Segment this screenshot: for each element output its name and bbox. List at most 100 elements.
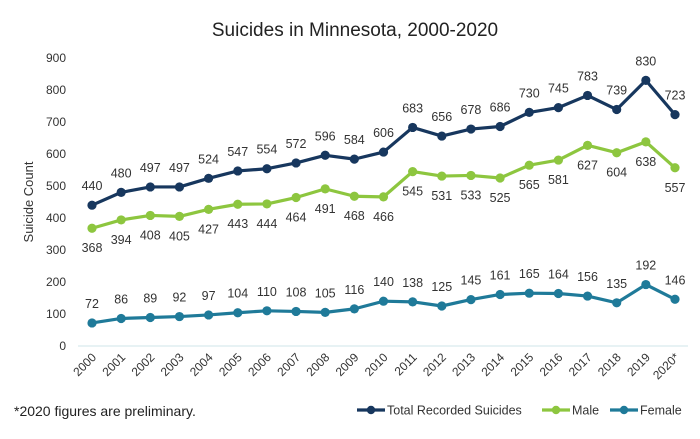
data-point: [116, 187, 126, 197]
data-point: [320, 150, 330, 160]
data-label: 192: [635, 259, 656, 273]
footnote: *2020 figures are preliminary.: [14, 403, 196, 419]
x-tick-label: 2006: [245, 350, 274, 379]
data-point: [145, 210, 155, 221]
data-label: 557: [665, 181, 686, 195]
x-tick-label: 2000: [70, 350, 99, 379]
data-label: 604: [606, 166, 627, 180]
data-point: [378, 192, 389, 202]
data-label: 408: [140, 228, 161, 242]
data-label: 394: [111, 233, 132, 247]
legend-label: Total Recorded Suicides: [387, 404, 522, 418]
data-point: [641, 137, 651, 147]
data-point: [145, 312, 155, 323]
data-point: [437, 131, 447, 141]
x-tick-label: 2005: [216, 350, 245, 379]
x-tick-labels: 2000 2001 2002 2003 2004 2005 2006 2007 2008 2009…: [70, 350, 682, 382]
legend-label: Female: [640, 404, 682, 418]
x-tick-label: 2001: [99, 350, 128, 379]
data-label: 572: [286, 137, 307, 151]
data-label: 110: [257, 285, 277, 299]
data-point: [116, 313, 126, 324]
x-tick-label: 2007: [274, 350, 303, 379]
data-label: 584: [344, 133, 365, 147]
data-point: [612, 148, 622, 158]
data-point: [408, 122, 418, 133]
y-axis-label: Suicide Count: [21, 161, 36, 242]
y-tick-label: 900: [46, 51, 66, 65]
data-label: 444: [256, 217, 277, 231]
data-label: 427: [198, 222, 219, 236]
data-label: 125: [431, 280, 452, 294]
data-label: 497: [140, 161, 161, 175]
data-label: 440: [82, 179, 103, 193]
data-label: 683: [402, 101, 423, 115]
data-point: [116, 215, 126, 225]
data-point: [378, 147, 389, 157]
x-tick-label: 2002: [129, 350, 158, 379]
x-tick-label: 2009: [333, 350, 362, 379]
data-point: [524, 160, 534, 170]
data-point: [612, 298, 622, 308]
x-tick-label: 2011: [392, 350, 420, 378]
data-point: [87, 223, 97, 233]
data-label: 468: [344, 209, 365, 223]
legend: Total Recorded Suicides Male Female: [357, 404, 682, 418]
data-point: [233, 308, 243, 318]
data-label: 606: [373, 126, 394, 140]
data-label: 525: [490, 191, 511, 205]
data-point: [204, 310, 214, 320]
data-point: [262, 199, 272, 209]
data-point: [582, 90, 593, 101]
data-label: 723: [665, 89, 686, 103]
x-tick-label: 2012: [420, 350, 449, 379]
data-point: [349, 154, 359, 164]
y-tick-label: 100: [46, 307, 66, 321]
y-tick-label: 600: [46, 147, 66, 161]
series-layer: 440 480 497 497 524 547 554 572 596 584 606 683 656 6…: [82, 54, 686, 328]
data-label: 146: [665, 273, 686, 287]
x-tick-label: 2010: [362, 350, 391, 379]
data-label: 638: [635, 155, 656, 169]
data-point: [466, 170, 476, 181]
legend-marker: [619, 405, 629, 415]
series-total-recorded-suicides: 440 480 497 497 524 547 554 572 596 584 606 683 656 6…: [82, 54, 686, 210]
data-label: 368: [82, 241, 103, 255]
data-point: [495, 289, 505, 300]
data-label: 86: [114, 292, 128, 306]
data-point: [670, 294, 680, 304]
legend-item: Female: [610, 404, 682, 418]
data-point: [291, 192, 301, 203]
x-tick-label: 2014: [478, 350, 507, 379]
data-point: [262, 164, 272, 174]
data-point: [408, 297, 418, 307]
data-point: [524, 288, 534, 298]
data-label: 656: [431, 110, 452, 124]
data-label: 627: [577, 158, 598, 172]
data-point: [174, 211, 185, 221]
data-point: [437, 301, 447, 311]
data-point: [553, 103, 564, 113]
data-point: [204, 173, 214, 183]
legend-item: Total Recorded Suicides: [357, 404, 522, 418]
data-point: [320, 184, 330, 194]
y-tick-label: 200: [46, 275, 66, 289]
data-point: [553, 288, 564, 299]
data-label: 491: [315, 202, 336, 216]
y-tick-label: 0: [59, 339, 66, 353]
data-label: 116: [344, 283, 364, 297]
y-tick-labels: 0 100 200 300 400 500 600 700 800 900: [46, 51, 66, 353]
data-label: 524: [198, 152, 219, 166]
data-label: 464: [286, 211, 307, 225]
data-label: 105: [315, 286, 336, 300]
data-label: 581: [548, 173, 569, 187]
data-point: [466, 124, 476, 134]
x-tick-label: 2018: [595, 350, 624, 379]
x-tick-label: 2008: [304, 350, 333, 379]
data-point: [174, 311, 185, 322]
legend-item: Male: [542, 404, 599, 418]
chart-title: Suicides in Minnesota, 2000-2020: [212, 20, 498, 41]
data-label: 161: [490, 268, 511, 282]
data-point: [204, 204, 214, 214]
